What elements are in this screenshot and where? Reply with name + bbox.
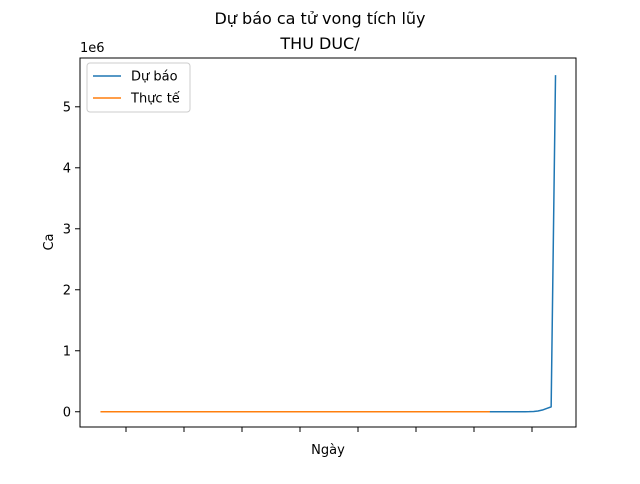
chart-title: Dự báo ca tử vong tích lũy: [214, 9, 425, 28]
y-axis-label: Ca: [42, 233, 57, 250]
plot-frame: [79, 57, 577, 428]
y-tick-label: 1: [63, 344, 71, 359]
x-axis-label: Ngày: [311, 443, 345, 458]
y-tick-label: 4: [63, 161, 71, 176]
y-axis-multiplier-label: 1e6: [80, 41, 105, 56]
y-tick-label: 0: [63, 405, 71, 420]
legend-label-actual: Thực tế: [130, 92, 180, 107]
legend-label-forecast: Dự báo: [131, 70, 178, 85]
y-tick-label: 2: [63, 283, 71, 298]
legend: Dự báo Thực tế: [86, 62, 191, 113]
chart-subtitle: THU DUC/: [279, 34, 360, 53]
plot-layer: 0 1 2 3 4 5 Dự báo Thực tế: [63, 57, 577, 432]
y-tick-label: 5: [63, 100, 71, 115]
y-tick-label: 3: [63, 222, 71, 237]
